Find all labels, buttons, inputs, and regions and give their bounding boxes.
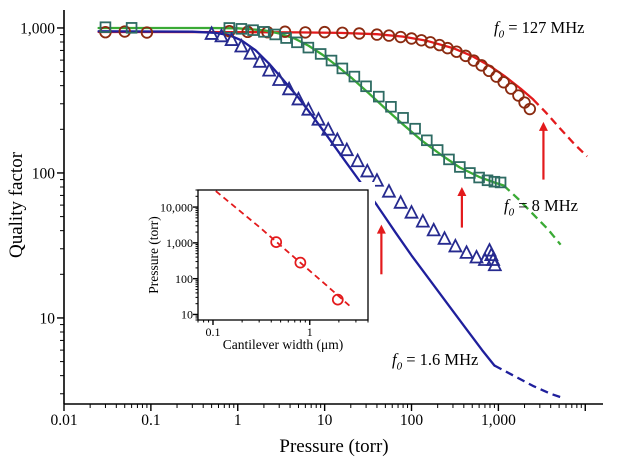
annotation-text: = 127 MHz: [504, 18, 585, 37]
svg-text:1,000: 1,000: [166, 236, 193, 250]
annotation-f-symbol: f: [392, 350, 397, 369]
annotation-f0-8mhz: f0 = 8 MHz: [504, 196, 578, 218]
annotation-f-subscript: 0: [498, 28, 505, 41]
annotation-f0-1-6mhz: f0 = 1.6 MHz: [392, 350, 478, 372]
svg-text:100: 100: [175, 272, 193, 286]
inset-x-axis-label: Cantilever width (μm): [222, 337, 344, 352]
svg-text:1: 1: [307, 325, 313, 339]
annotation-f-symbol: f: [494, 18, 499, 37]
annotation-text: = 8 MHz: [514, 196, 578, 215]
svg-text:1,000: 1,000: [481, 412, 516, 429]
annotation-text: = 1.6 MHz: [402, 350, 479, 369]
inset-y-axis-label: Pressure (torr): [146, 216, 161, 294]
svg-text:100: 100: [32, 165, 56, 182]
svg-text:10: 10: [181, 308, 193, 322]
annotation-f0-127mhz: f0 = 127 MHz: [494, 18, 584, 40]
main-x-axis-label: Pressure (torr): [279, 436, 389, 457]
inset-chart-canvas: 0.1 1 10 100 1,000 10,000: [140, 182, 375, 367]
svg-text:100: 100: [400, 412, 424, 429]
svg-text:0.1: 0.1: [141, 412, 160, 429]
svg-text:1: 1: [234, 412, 242, 429]
inset-pressure-vs-width-chart: 0.1 1 10 100 1,000 10,000 Pressure (torr) Can…: [140, 182, 375, 367]
main-y-axis-label: Quality factor: [6, 151, 27, 259]
svg-text:10: 10: [317, 412, 333, 429]
annotation-f-symbol: f: [504, 196, 509, 215]
annotation-f-subscript: 0: [508, 206, 515, 219]
svg-text:0.01: 0.01: [50, 412, 77, 429]
svg-text:10: 10: [40, 310, 56, 327]
svg-text:1,000: 1,000: [20, 20, 55, 37]
annotation-f-subscript: 0: [396, 360, 403, 373]
svg-text:0.1: 0.1: [205, 325, 220, 339]
svg-text:10,000: 10,000: [160, 200, 193, 214]
